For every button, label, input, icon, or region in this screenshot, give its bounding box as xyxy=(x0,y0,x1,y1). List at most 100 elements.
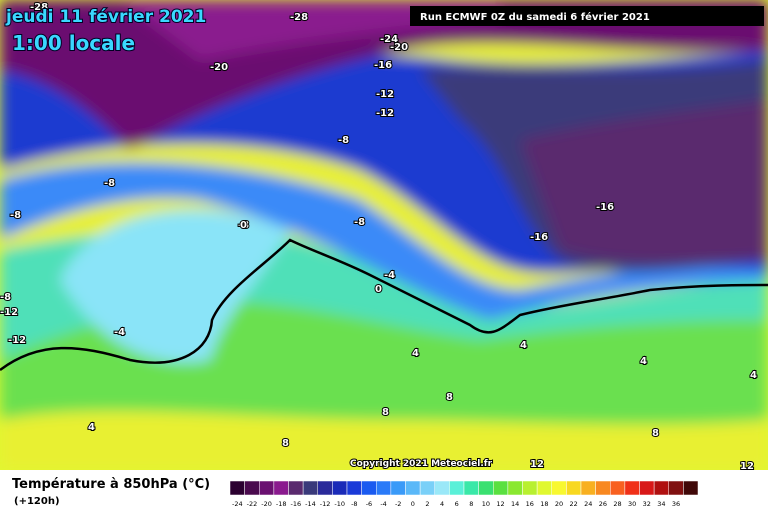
scale-label: 18 xyxy=(540,500,548,508)
contour-label: 8 xyxy=(652,428,659,439)
scale-swatch xyxy=(229,480,245,496)
scale-label: -2 xyxy=(395,500,401,508)
scale-swatch xyxy=(551,480,567,496)
scale-label: -18 xyxy=(276,500,287,508)
scale-swatch xyxy=(522,480,538,496)
scale-label: -24 xyxy=(232,500,243,508)
scale-label: -12 xyxy=(320,500,331,508)
contour-label: 8 xyxy=(446,392,453,403)
scale-swatch xyxy=(478,480,494,496)
contour-label: 8 xyxy=(282,438,289,449)
scale-swatch xyxy=(419,480,435,496)
contour-label: 4 xyxy=(88,422,95,433)
scale-label: 2 xyxy=(425,500,429,508)
scale-label: -16 xyxy=(291,500,302,508)
run-box xyxy=(410,6,764,26)
scale-swatch xyxy=(434,480,450,496)
scale-swatch xyxy=(668,480,684,496)
scale-label: -20 xyxy=(261,500,272,508)
scale-label: -6 xyxy=(366,500,372,508)
scale-label: 28 xyxy=(613,500,621,508)
scale-swatch xyxy=(390,480,406,496)
scale-label: 14 xyxy=(511,500,519,508)
scale-label: 0 xyxy=(411,500,415,508)
scale-swatch xyxy=(566,480,582,496)
temperature-field xyxy=(0,0,768,470)
contour-label: -12 xyxy=(0,307,18,318)
contour-label: 4 xyxy=(640,356,647,367)
scale-swatch xyxy=(302,480,318,496)
scale-label: 30 xyxy=(628,500,636,508)
scale-label: 24 xyxy=(584,500,592,508)
contour-labels: -28-28-24-20-20 -16-12-12-8-8-8-80 -8-40-1… xyxy=(0,1,758,473)
scale-label: 32 xyxy=(643,500,651,508)
scale-swatch xyxy=(610,480,626,496)
scale-swatch xyxy=(259,480,275,496)
contour-label: -8 xyxy=(238,220,249,231)
scale-label: 26 xyxy=(599,500,607,508)
scale-label: -22 xyxy=(247,500,258,508)
contour-label: 12 xyxy=(530,459,544,470)
scale-label: 8 xyxy=(469,500,473,508)
scale-swatch xyxy=(493,480,509,496)
contour-label: -16 xyxy=(530,232,548,243)
copyright: Copyright 2021 Meteociel.fr xyxy=(350,459,493,469)
run-info: Run ECMWF 0Z du samedi 6 février 2021 xyxy=(420,11,650,23)
scale-label: 20 xyxy=(555,500,563,508)
scale-label: -10 xyxy=(334,500,345,508)
contour-label: 12 xyxy=(740,461,754,472)
contour-label: -4 xyxy=(114,327,125,338)
legend-title: Température à 850hPa (°C) xyxy=(12,477,210,492)
scale-swatch xyxy=(536,480,552,496)
contour-label: 4 xyxy=(520,340,527,351)
contour-label: -8 xyxy=(104,178,115,189)
scale-swatch xyxy=(624,480,640,496)
contour-label: 4 xyxy=(412,348,419,359)
forecast-time: 1:00 locale xyxy=(12,31,135,55)
contour-label: -16 xyxy=(596,202,614,213)
contour-label: 0 xyxy=(375,284,382,295)
contour-label: 8 xyxy=(382,407,389,418)
contour-label: -12 xyxy=(376,108,394,119)
legend-subtitle: (+120h) xyxy=(14,496,60,507)
scale-swatch xyxy=(595,480,611,496)
scale-swatch xyxy=(244,480,260,496)
scale-label: -14 xyxy=(305,500,316,508)
color-scale: -24 -22 -20 -18 -16 -14 -12 -10 -8 -6 -4 -2 0 2 4 6 8 10 1… xyxy=(229,480,699,508)
scale-swatch xyxy=(361,480,377,496)
scale-swatch xyxy=(376,480,392,496)
scale-label: 4 xyxy=(440,500,444,508)
scale-label: 36 xyxy=(672,500,680,508)
contour-label: -28 xyxy=(30,2,48,13)
contour-label: -4 xyxy=(384,270,395,281)
scale-swatch xyxy=(405,480,421,496)
contour-label: -24 xyxy=(380,34,398,45)
scale-swatch xyxy=(463,480,479,496)
contour-label: -12 xyxy=(376,89,394,100)
contour-label: -8 xyxy=(10,210,21,221)
scale-swatch xyxy=(332,480,348,496)
forecast-date: jeudi 11 février 2021 xyxy=(5,7,206,27)
scale-swatch xyxy=(449,480,465,496)
contour-label: 4 xyxy=(750,370,757,381)
scale-label: 6 xyxy=(455,500,459,508)
contour-label: -28 xyxy=(290,12,308,23)
contour-label: -16 xyxy=(374,60,392,71)
contour-label: 0 xyxy=(240,220,247,231)
scale-label: -8 xyxy=(351,500,357,508)
contour-label: -8 xyxy=(338,135,349,146)
scale-label: 12 xyxy=(496,500,504,508)
scale-label: 34 xyxy=(657,500,665,508)
scale-swatch xyxy=(288,480,304,496)
scale-label: 10 xyxy=(482,500,490,508)
scale-swatch xyxy=(317,480,333,496)
contour-label: -8 xyxy=(0,292,11,303)
scale-label: 16 xyxy=(526,500,534,508)
scale-swatch xyxy=(273,480,289,496)
contour-label: -12 xyxy=(8,335,26,346)
scale-swatch xyxy=(507,480,523,496)
scale-swatch xyxy=(683,480,699,496)
scale-swatch xyxy=(639,480,655,496)
contour-label: -8 xyxy=(354,217,365,228)
